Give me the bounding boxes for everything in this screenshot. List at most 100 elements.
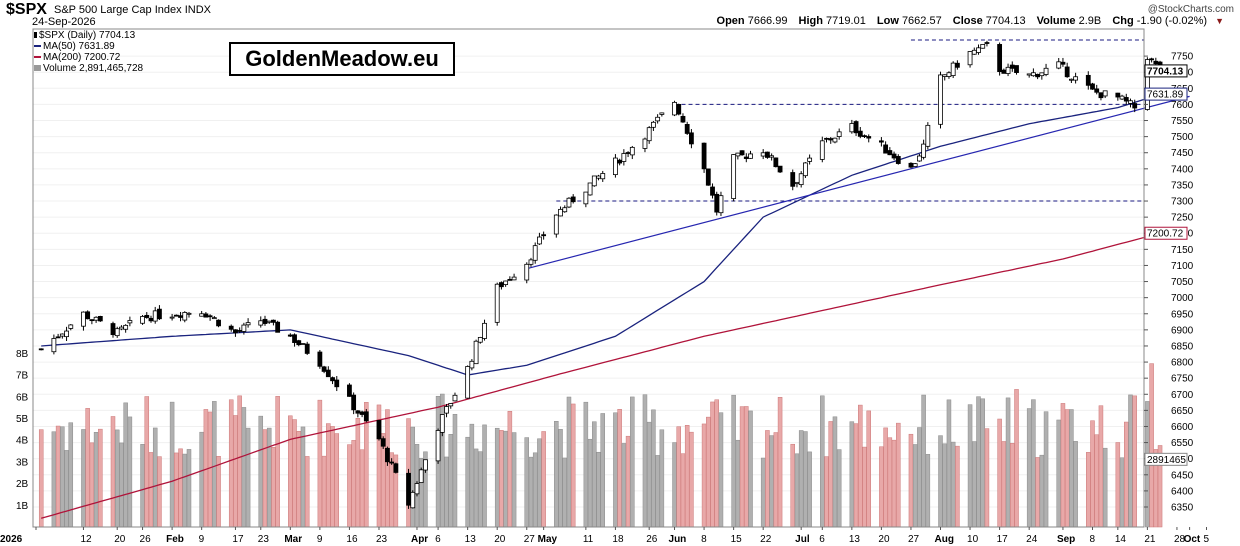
candle-body [689, 132, 694, 145]
candle-body [553, 214, 559, 235]
x-tick-label: 20 [114, 534, 126, 545]
candle-body [769, 155, 775, 158]
volume-bar [296, 431, 302, 528]
volume-bar [613, 412, 618, 528]
volume-bar [114, 429, 120, 528]
candle-body [1014, 65, 1019, 73]
volume-bar [304, 456, 310, 528]
volume-bar [862, 446, 867, 528]
candle-body [1094, 88, 1100, 93]
candle-body [857, 130, 863, 137]
volume-bar [976, 396, 981, 528]
low-label: Low [876, 15, 899, 27]
candle-body [410, 491, 416, 509]
volume-bar [908, 433, 914, 528]
volume-bar [1031, 399, 1036, 528]
x-tick-label: 23 [258, 534, 270, 545]
volume-bar [921, 394, 926, 528]
volume-bar [275, 396, 280, 528]
x-tick-label: Apr [411, 534, 428, 545]
volume-bar [566, 396, 572, 528]
volume-bar [684, 425, 690, 528]
volume-bars [38, 363, 1163, 528]
candle-body [110, 323, 116, 336]
x-tick-label: May [538, 534, 558, 545]
x-tick-label: 2026 [0, 534, 23, 545]
legend-ma50: MA(50) 7631.89 [34, 41, 143, 52]
value-tags: 7704.13 7631.89 7200.72 2891465 [1144, 64, 1188, 466]
volume-bar [212, 401, 217, 528]
volume-bar [583, 401, 589, 528]
volume-bar [832, 416, 838, 528]
candle-body [891, 153, 897, 159]
volume-bar [651, 409, 656, 528]
x-tick-label: 26 [140, 534, 152, 545]
candle-body [1115, 92, 1121, 98]
candle-body [976, 47, 981, 53]
legend-volume: Volume 2,891,465,728 [34, 63, 143, 74]
volume-bar [858, 404, 863, 528]
candle-body [836, 131, 842, 137]
volume-bar [1119, 457, 1125, 528]
candle-body [292, 334, 297, 343]
volume-bar [824, 456, 829, 528]
candle-body [1132, 103, 1138, 109]
candle-body [1149, 58, 1155, 61]
candle-body [347, 384, 352, 397]
x-tick-label: 12 [80, 534, 92, 545]
volume-bar [317, 399, 323, 528]
candle-body [954, 62, 960, 68]
candle-body [862, 135, 867, 138]
candle-body [1123, 97, 1129, 102]
x-tick-label: 20 [494, 534, 506, 545]
volume-bar [1014, 389, 1019, 528]
candle-body [228, 325, 234, 330]
candle-body [477, 337, 483, 343]
candle-body [887, 150, 893, 156]
volume-bar [157, 456, 162, 528]
y-axis: 6350640064506500655066006650670067506800… [1144, 52, 1194, 514]
candle-body [1098, 92, 1104, 99]
volume-bar [511, 432, 517, 528]
volume-bar [478, 451, 483, 528]
y-tick-label: 7000 [1171, 293, 1194, 304]
volume-bar [1090, 420, 1095, 528]
candle-body [1056, 61, 1062, 69]
candle-body [148, 317, 154, 322]
value-tag-box [1144, 226, 1188, 240]
candle-body [765, 151, 770, 158]
low-value: 7662.57 [901, 15, 942, 27]
candle-body [600, 173, 606, 180]
chart-date: 24-Sep-2026 [32, 16, 96, 28]
candle-body [1064, 66, 1070, 78]
value-tag-label: 7631.89 [1147, 90, 1184, 101]
candle-body [1102, 90, 1108, 97]
x-tick-label: 8 [701, 534, 707, 545]
candle-body [81, 311, 86, 327]
candle-body [393, 463, 399, 473]
candle-body [355, 410, 361, 414]
candle-body [1060, 61, 1066, 65]
candle-body [760, 152, 766, 157]
volume-bar [659, 429, 665, 528]
volume-bar [326, 423, 331, 528]
volume-bar [528, 456, 534, 528]
candle-body [258, 320, 264, 326]
volume-bar [140, 444, 145, 528]
value-tag-box [1144, 87, 1188, 101]
volume-bar [587, 438, 593, 528]
x-tick-label: 8 [1090, 534, 1096, 545]
candle-body [114, 328, 120, 337]
candle-body [613, 157, 618, 176]
volume-bar [152, 427, 158, 528]
volume-bar [706, 416, 711, 528]
x-tick-label: 20 [878, 534, 890, 545]
volume-bar [938, 435, 943, 528]
volume-bar [216, 456, 221, 528]
volume-bar [1043, 411, 1049, 528]
candle-body [946, 72, 952, 77]
candle-body [68, 324, 74, 329]
volume-bar [292, 419, 297, 528]
volume-tick-label: 8B [16, 349, 29, 360]
